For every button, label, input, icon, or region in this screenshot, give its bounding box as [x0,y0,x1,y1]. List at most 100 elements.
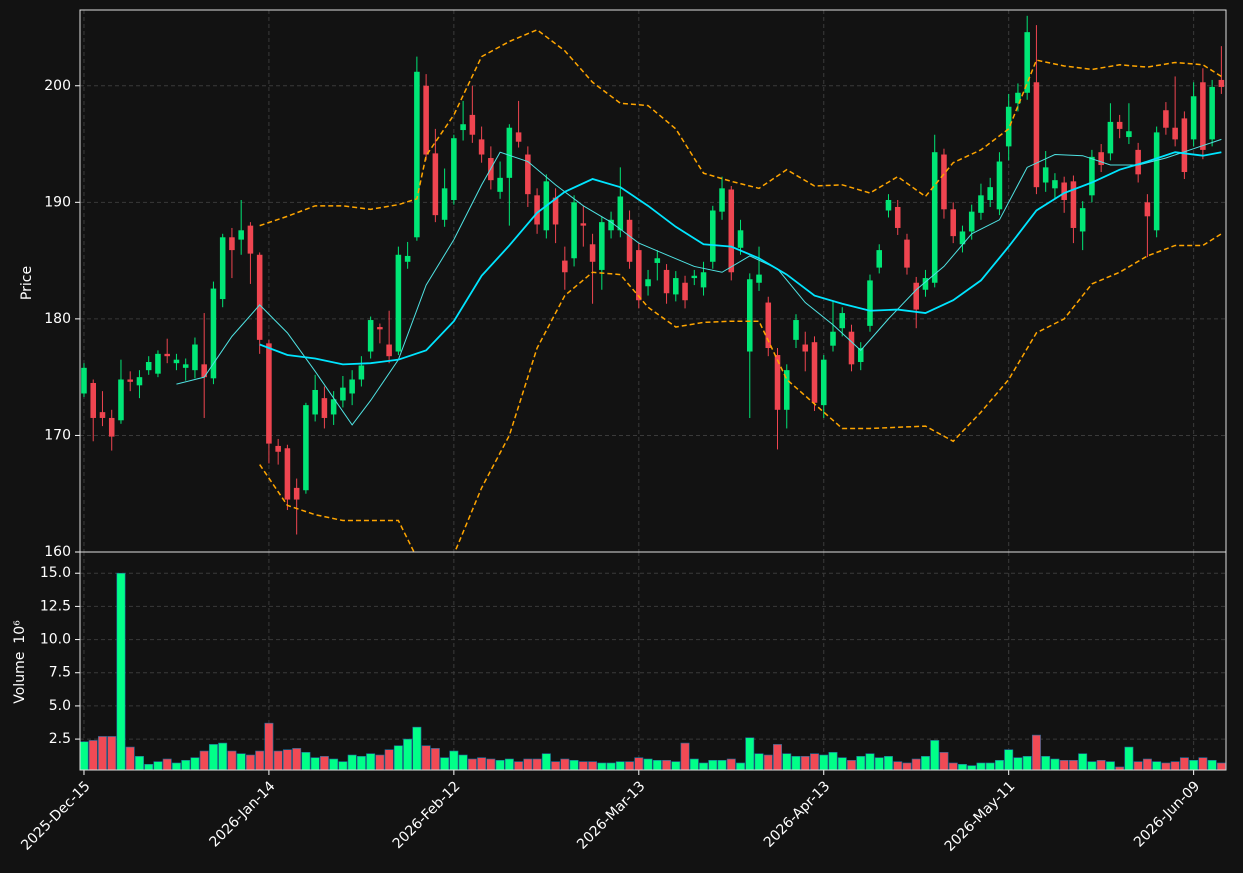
volume-bar [615,761,625,771]
candle-body [395,254,402,352]
volume-bar [171,762,181,771]
volume-bar [523,758,533,771]
candle-body [839,313,846,329]
candle-body [1070,181,1077,228]
candle-body [830,331,836,346]
candle-body [645,279,651,287]
volume-bar [227,750,237,771]
volume-bar [708,760,718,771]
candle-body [219,237,226,300]
candle-body [599,222,605,270]
volume-bar [366,753,376,771]
candle-body [497,177,503,192]
candle-body [266,343,272,444]
candle-body [728,189,735,273]
volume-bar [884,756,893,771]
volume-bar [1133,761,1143,771]
candle-body [987,187,993,200]
volume-bar [486,758,496,771]
candle-body [173,359,180,364]
candle-body [876,250,883,268]
candle-body [182,364,189,368]
candle-body [460,124,466,131]
volume-bar [578,761,588,771]
candle-body [127,379,133,382]
volume-bar [588,761,598,771]
volume-bar [930,740,940,771]
candle-body [802,344,809,352]
volume-bar [107,736,117,771]
volume-bar [440,757,450,771]
volume-bar [356,756,366,771]
candle-body [608,219,614,231]
volume-axis-label: Volume 10⁶ [12,620,28,704]
volume-bar [606,762,616,771]
candle-body [1098,152,1104,166]
volume-bar [273,750,283,771]
volume-bar [514,761,524,771]
volume-bar [754,753,764,771]
y-tick-label: 190 [44,194,71,210]
candle-body [894,206,901,228]
volume-bar [375,754,385,771]
volume-bar [800,756,810,771]
volume-bar [162,758,172,771]
candle-body [904,239,910,268]
candle-body [367,320,374,352]
candle-body [820,359,827,406]
volume-tick-label: 15.0 [40,565,71,581]
candle-body [256,254,263,340]
candle-body [931,152,938,283]
volume-bar [116,572,126,771]
volume-bar [412,726,422,771]
candle-body [867,280,873,326]
candle-body [81,367,87,394]
y-tick-label: 160 [44,544,71,560]
volume-bar [699,762,708,771]
volume-bar [819,754,829,771]
candle-body [155,353,161,374]
candle-body [673,278,679,295]
volume-bar [1013,757,1023,771]
candle-body [663,269,670,294]
volume-bar [1179,757,1189,771]
candle-body [284,448,291,500]
y-tick-label: 170 [44,427,71,443]
volume-bar [847,760,856,771]
volume-bar [985,762,995,771]
candle-body [441,188,448,220]
volume-bar [310,757,320,771]
volume-bar [967,765,977,771]
volume-bar [671,761,681,771]
volume-bar [1087,761,1097,771]
volume-bar [1216,762,1226,771]
volume-bar [190,757,200,771]
candle-body [737,230,744,248]
volume-bar [292,748,302,771]
candle-body [913,282,919,310]
candle-body [506,127,513,178]
volume-bar [236,753,246,771]
candle-body [164,353,170,357]
volume-bar [477,757,487,771]
volume-bar [773,744,782,771]
candle-body [1200,82,1206,150]
volume-bar [458,754,468,771]
y-tick-label: 180 [44,311,71,327]
candle-body [432,153,439,216]
volume-bar [338,761,348,771]
candle-body [756,274,762,283]
candle-body [321,398,328,418]
volume-bar [1004,749,1014,771]
volume-bar [1022,756,1032,771]
candle-body [959,231,966,245]
volume-bar [1078,753,1088,771]
volume-bar [255,750,265,771]
y-tick-label: 200 [44,78,71,94]
candle-body [562,260,568,273]
candle-body [719,188,725,212]
volume-bar [948,762,958,771]
candle-body [108,417,115,437]
volume-bar [208,744,218,771]
